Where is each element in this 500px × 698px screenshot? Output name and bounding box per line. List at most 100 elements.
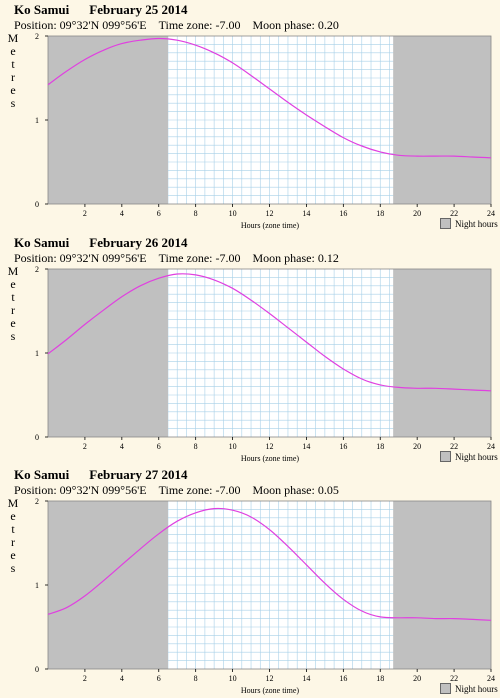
night-band bbox=[393, 501, 491, 669]
moon-phase-text: Moon phase: 0.05 bbox=[252, 483, 339, 497]
night-swatch bbox=[440, 451, 451, 462]
y-axis-label-letter: t bbox=[11, 57, 15, 71]
y-axis-label-letter: M bbox=[7, 264, 19, 278]
x-tick-label: 2 bbox=[83, 674, 87, 683]
x-tick-label: 4 bbox=[120, 674, 124, 683]
tide-panel: Ko Samui February 26 2014 Position: 09°32'… bbox=[0, 233, 500, 465]
y-axis-label-letter: s bbox=[10, 329, 16, 343]
x-tick-label: 8 bbox=[194, 442, 198, 451]
y-axis-label-letter: M bbox=[7, 496, 19, 510]
y-axis-label-letter: e bbox=[10, 316, 16, 330]
chart-date: February 25 2014 bbox=[89, 2, 188, 17]
legend: Night hours bbox=[440, 683, 498, 694]
legend: Night hours bbox=[440, 451, 498, 462]
legend: Night hours bbox=[440, 218, 498, 229]
y-axis-label-letter: e bbox=[10, 83, 16, 97]
x-tick-label: 14 bbox=[302, 674, 310, 683]
x-tick-label: 6 bbox=[157, 442, 161, 451]
x-tick-label: 20 bbox=[413, 442, 421, 451]
moon-phase-text: Moon phase: 0.12 bbox=[252, 251, 339, 265]
tide-curve bbox=[47, 507, 492, 621]
y-axis-label-letter: e bbox=[10, 509, 16, 523]
chart-date: February 27 2014 bbox=[89, 467, 188, 482]
night-band bbox=[393, 36, 491, 204]
y-tick-label: 2 bbox=[35, 497, 39, 506]
timezone-text: Time zone: -7.00 bbox=[158, 251, 241, 265]
y-tick-label: 1 bbox=[35, 581, 39, 590]
x-tick-label: 2 bbox=[83, 442, 87, 451]
location-name: Ko Samui bbox=[14, 467, 70, 482]
position-text: Position: 09°32'N 099°56'E bbox=[14, 18, 147, 32]
y-axis-label-letter: r bbox=[11, 70, 15, 84]
x-tick-label: 14 bbox=[302, 209, 310, 218]
chart-title: Ko Samui February 27 2014 bbox=[14, 467, 187, 483]
x-tick-label: 20 bbox=[413, 209, 421, 218]
x-tick-label: 8 bbox=[194, 674, 198, 683]
y-tick-label: 0 bbox=[35, 433, 39, 442]
tide-curve bbox=[47, 37, 492, 159]
chart-info: Position: 09°32'N 099°56'E Time zone: -7.… bbox=[14, 483, 351, 498]
x-tick-label: 18 bbox=[376, 209, 384, 218]
legend-label: Night hours bbox=[455, 684, 498, 694]
x-tick-label: 22 bbox=[450, 209, 458, 218]
x-tick-label: 20 bbox=[413, 674, 421, 683]
night-swatch bbox=[440, 683, 451, 694]
x-tick-label: 16 bbox=[339, 442, 347, 451]
x-tick-label: 10 bbox=[229, 442, 237, 451]
legend-label: Night hours bbox=[455, 219, 498, 229]
chart-title: Ko Samui February 26 2014 bbox=[14, 235, 187, 251]
x-tick-label: 12 bbox=[266, 209, 274, 218]
y-axis-label-letter: e bbox=[10, 548, 16, 562]
x-tick-label: 18 bbox=[376, 442, 384, 451]
x-axis-title: Hours (zone time) bbox=[240, 686, 300, 695]
position-text: Position: 09°32'N 099°56'E bbox=[14, 251, 147, 265]
legend-label: Night hours bbox=[455, 452, 498, 462]
x-tick-label: 10 bbox=[229, 674, 237, 683]
x-tick-label: 24 bbox=[487, 442, 495, 451]
tide-curve bbox=[47, 273, 492, 392]
x-tick-label: 4 bbox=[120, 209, 124, 218]
x-tick-label: 22 bbox=[450, 674, 458, 683]
chart-title: Ko Samui February 25 2014 bbox=[14, 2, 187, 18]
y-axis-label-letter: r bbox=[11, 535, 15, 549]
location-name: Ko Samui bbox=[14, 2, 70, 17]
y-axis-label-letter: r bbox=[11, 303, 15, 317]
y-tick-label: 1 bbox=[35, 116, 39, 125]
night-band bbox=[48, 269, 168, 437]
y-axis-label-letter: s bbox=[10, 561, 16, 575]
y-axis-label-letter: t bbox=[11, 522, 15, 536]
y-tick-label: 2 bbox=[35, 32, 39, 41]
y-tick-label: 2 bbox=[35, 265, 39, 274]
x-axis-title: Hours (zone time) bbox=[240, 221, 300, 230]
y-axis-label-letter: s bbox=[10, 96, 16, 110]
x-tick-label: 10 bbox=[229, 209, 237, 218]
y-axis-label-letter: e bbox=[10, 277, 16, 291]
chart-info: Position: 09°32'N 099°56'E Time zone: -7.… bbox=[14, 251, 351, 266]
tide-panel: Ko Samui February 27 2014 Position: 09°32'… bbox=[0, 465, 500, 697]
timezone-text: Time zone: -7.00 bbox=[158, 18, 241, 32]
y-axis-label-letter: e bbox=[10, 44, 16, 58]
night-band bbox=[48, 36, 168, 204]
x-tick-label: 6 bbox=[157, 674, 161, 683]
night-swatch bbox=[440, 218, 451, 229]
y-axis-label-letter: t bbox=[11, 290, 15, 304]
tide-panel: Ko Samui February 25 2014 Position: 09°32'… bbox=[0, 0, 500, 232]
x-tick-label: 24 bbox=[487, 209, 495, 218]
x-axis-title: Hours (zone time) bbox=[240, 454, 300, 463]
night-band bbox=[48, 501, 168, 669]
x-tick-label: 12 bbox=[266, 674, 274, 683]
chart-date: February 26 2014 bbox=[89, 235, 188, 250]
x-tick-label: 16 bbox=[339, 674, 347, 683]
x-tick-label: 24 bbox=[487, 674, 495, 683]
y-tick-label: 0 bbox=[35, 200, 39, 209]
night-band bbox=[393, 269, 491, 437]
y-axis-label-letter: M bbox=[7, 31, 19, 45]
moon-phase-text: Moon phase: 0.20 bbox=[252, 18, 339, 32]
chart-info: Position: 09°32'N 099°56'E Time zone: -7.… bbox=[14, 18, 351, 33]
